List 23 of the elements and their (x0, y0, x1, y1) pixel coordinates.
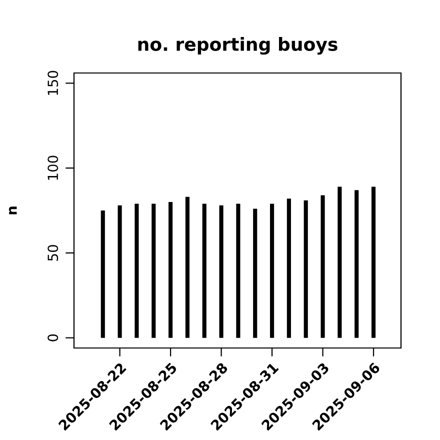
bar (270, 204, 274, 338)
bar (371, 186, 376, 338)
bar (338, 186, 342, 338)
bar (185, 196, 190, 338)
y-axis-title: n (8, 206, 17, 214)
bar (118, 205, 122, 338)
bar (134, 204, 139, 338)
y-tick-label: 50 (48, 245, 58, 261)
bar (236, 204, 240, 338)
y-tick-label: 150 (48, 70, 58, 95)
bar (320, 195, 325, 338)
bar (152, 204, 156, 338)
chart-title: no. reporting buoys (138, 37, 338, 55)
bar (304, 200, 308, 338)
bar (286, 198, 291, 338)
bar (100, 210, 105, 338)
y-tick-label: 0 (48, 334, 58, 342)
bar (168, 202, 173, 338)
bar (202, 204, 206, 338)
bar (219, 205, 224, 338)
bar (253, 208, 258, 338)
y-tick-label: 100 (48, 156, 58, 180)
bar (354, 190, 359, 338)
